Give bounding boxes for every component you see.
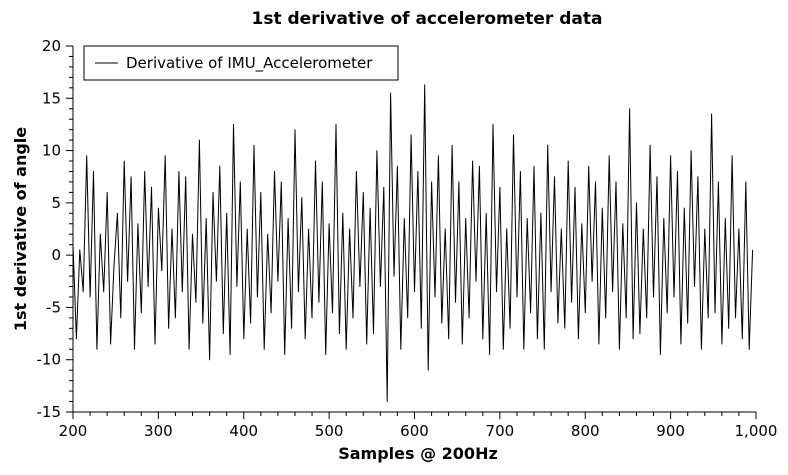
x-tick-label: 800 <box>571 422 600 440</box>
x-tick-label: 400 <box>229 422 258 440</box>
x-tick-label: 200 <box>59 422 88 440</box>
y-tick-label: 10 <box>42 142 61 160</box>
x-tick-label: 700 <box>486 422 515 440</box>
plot-area: -15 -10 -5 0 5 10 15 20 200 300 400 500 600 700 800 90… <box>37 37 778 440</box>
y-axis-label: 1st derivative of angle <box>11 127 30 331</box>
chart-title: 1st derivative of accelerometer data <box>252 9 603 29</box>
y-tick-label: 20 <box>42 37 61 55</box>
x-tick-label: 600 <box>400 422 429 440</box>
series-layer <box>72 84 754 402</box>
series-line <box>72 84 754 402</box>
y-tick-label: -15 <box>37 403 62 421</box>
legend: Derivative of IMU_Accelerometer <box>83 45 399 81</box>
x-tick-label: 900 <box>656 422 685 440</box>
x-tick-label: 1,000 <box>735 422 778 440</box>
y-axis-ticks: -15 -10 -5 0 5 10 15 20 <box>37 37 73 421</box>
y-tick-label: 15 <box>42 89 61 107</box>
x-tick-label: 300 <box>144 422 173 440</box>
x-tick-label: 500 <box>315 422 344 440</box>
x-axis-label: Samples @ 200Hz <box>338 444 498 463</box>
legend-label: Derivative of IMU_Accelerometer <box>126 54 373 73</box>
y-tick-label: -5 <box>46 298 61 316</box>
legend-box <box>83 45 399 81</box>
y-tick-label: 0 <box>51 246 61 264</box>
x-axis-ticks: 200 300 400 500 600 700 800 900 1,000 <box>59 412 778 440</box>
y-tick-label: 5 <box>51 194 61 212</box>
y-tick-label: -10 <box>37 351 62 369</box>
